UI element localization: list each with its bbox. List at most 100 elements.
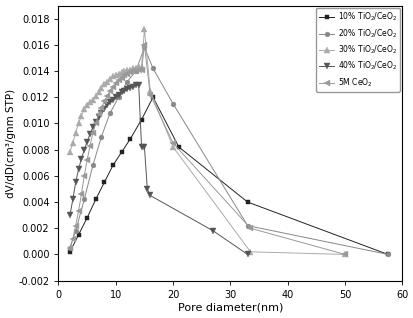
20% TiO$_2$/CeO$_2$ — [116, 95, 121, 99]
Line: 5M CeO$_2$: 5M CeO$_2$ — [67, 42, 347, 257]
Line: 40% TiO$_2$/CeO$_2$: 40% TiO$_2$/CeO$_2$ — [67, 83, 250, 257]
40% TiO$_2$/CeO$_2$ — [127, 86, 132, 90]
5M CeO$_2$ — [116, 78, 121, 82]
5M CeO$_2$ — [99, 106, 104, 110]
10% TiO$_2$/CeO$_2$ — [385, 252, 389, 256]
40% TiO$_2$/CeO$_2$ — [142, 145, 147, 149]
30% TiO$_2$/CeO$_2$ — [127, 68, 132, 72]
20% TiO$_2$/CeO$_2$ — [142, 45, 147, 49]
40% TiO$_2$/CeO$_2$ — [113, 95, 118, 99]
30% TiO$_2$/CeO$_2$ — [133, 66, 138, 70]
40% TiO$_2$/CeO$_2$ — [82, 148, 87, 152]
20% TiO$_2$/CeO$_2$ — [99, 135, 104, 138]
10% TiO$_2$/CeO$_2$ — [150, 95, 155, 99]
5M CeO$_2$ — [133, 69, 138, 73]
5M CeO$_2$ — [79, 192, 84, 196]
30% TiO$_2$/CeO$_2$ — [87, 100, 92, 104]
40% TiO$_2$/CeO$_2$ — [67, 213, 72, 217]
5M CeO$_2$ — [93, 121, 98, 125]
5M CeO$_2$ — [247, 226, 252, 230]
30% TiO$_2$/CeO$_2$ — [139, 65, 144, 69]
40% TiO$_2$/CeO$_2$ — [73, 181, 78, 184]
30% TiO$_2$/CeO$_2$ — [124, 68, 129, 72]
5M CeO$_2$ — [82, 174, 87, 178]
Line: 20% TiO$_2$/CeO$_2$: 20% TiO$_2$/CeO$_2$ — [67, 45, 389, 257]
40% TiO$_2$/CeO$_2$ — [87, 132, 92, 136]
30% TiO$_2$/CeO$_2$ — [93, 94, 98, 98]
10% TiO$_2$/CeO$_2$ — [84, 216, 89, 220]
30% TiO$_2$/CeO$_2$ — [76, 121, 81, 125]
40% TiO$_2$/CeO$_2$ — [93, 120, 98, 124]
30% TiO$_2$/CeO$_2$ — [70, 141, 75, 145]
40% TiO$_2$/CeO$_2$ — [121, 89, 126, 93]
20% TiO$_2$/CeO$_2$ — [67, 246, 72, 250]
5M CeO$_2$ — [84, 158, 89, 162]
5M CeO$_2$ — [147, 93, 152, 97]
20% TiO$_2$/CeO$_2$ — [107, 111, 112, 115]
10% TiO$_2$/CeO$_2$ — [102, 181, 107, 184]
40% TiO$_2$/CeO$_2$ — [139, 145, 144, 149]
Line: 10% TiO$_2$/CeO$_2$: 10% TiO$_2$/CeO$_2$ — [68, 95, 389, 257]
20% TiO$_2$/CeO$_2$ — [133, 69, 138, 73]
5M CeO$_2$ — [87, 144, 92, 148]
5M CeO$_2$ — [73, 224, 78, 228]
5M CeO$_2$ — [67, 246, 72, 250]
20% TiO$_2$/CeO$_2$ — [90, 163, 95, 167]
30% TiO$_2$/CeO$_2$ — [147, 89, 152, 93]
5M CeO$_2$ — [104, 94, 109, 98]
30% TiO$_2$/CeO$_2$ — [79, 114, 84, 117]
30% TiO$_2$/CeO$_2$ — [110, 74, 115, 78]
30% TiO$_2$/CeO$_2$ — [116, 72, 121, 76]
40% TiO$_2$/CeO$_2$ — [210, 229, 215, 233]
40% TiO$_2$/CeO$_2$ — [145, 187, 150, 191]
10% TiO$_2$/CeO$_2$ — [244, 200, 249, 204]
10% TiO$_2$/CeO$_2$ — [119, 150, 124, 154]
5M CeO$_2$ — [121, 73, 126, 77]
40% TiO$_2$/CeO$_2$ — [96, 115, 101, 119]
10% TiO$_2$/CeO$_2$ — [139, 118, 144, 121]
40% TiO$_2$/CeO$_2$ — [107, 100, 112, 104]
5M CeO$_2$ — [170, 141, 175, 145]
30% TiO$_2$/CeO$_2$ — [82, 107, 87, 111]
10% TiO$_2$/CeO$_2$ — [67, 250, 72, 254]
5M CeO$_2$ — [90, 131, 95, 135]
5M CeO$_2$ — [130, 69, 135, 73]
30% TiO$_2$/CeO$_2$ — [104, 80, 109, 83]
30% TiO$_2$/CeO$_2$ — [107, 77, 112, 81]
40% TiO$_2$/CeO$_2$ — [90, 126, 95, 129]
40% TiO$_2$/CeO$_2$ — [99, 111, 104, 115]
30% TiO$_2$/CeO$_2$ — [113, 73, 118, 77]
Legend: 10% TiO$_2$/CeO$_2$, 20% TiO$_2$/CeO$_2$, 30% TiO$_2$/CeO$_2$, 40% TiO$_2$/CeO$_: 10% TiO$_2$/CeO$_2$, 20% TiO$_2$/CeO$_2$… — [316, 8, 399, 92]
X-axis label: Pore diameter(nm): Pore diameter(nm) — [177, 302, 282, 313]
10% TiO$_2$/CeO$_2$ — [110, 163, 115, 167]
30% TiO$_2$/CeO$_2$ — [67, 150, 72, 154]
10% TiO$_2$/CeO$_2$ — [76, 233, 81, 237]
40% TiO$_2$/CeO$_2$ — [119, 90, 124, 94]
5M CeO$_2$ — [119, 76, 124, 80]
30% TiO$_2$/CeO$_2$ — [342, 252, 347, 256]
5M CeO$_2$ — [136, 68, 141, 72]
30% TiO$_2$/CeO$_2$ — [170, 145, 175, 149]
10% TiO$_2$/CeO$_2$ — [176, 145, 181, 149]
5M CeO$_2$ — [139, 68, 144, 72]
40% TiO$_2$/CeO$_2$ — [244, 252, 249, 256]
30% TiO$_2$/CeO$_2$ — [90, 98, 95, 102]
40% TiO$_2$/CeO$_2$ — [147, 194, 152, 197]
5M CeO$_2$ — [76, 209, 81, 213]
40% TiO$_2$/CeO$_2$ — [130, 85, 135, 89]
5M CeO$_2$ — [124, 72, 129, 76]
30% TiO$_2$/CeO$_2$ — [99, 86, 104, 90]
5M CeO$_2$ — [107, 89, 112, 93]
30% TiO$_2$/CeO$_2$ — [142, 27, 147, 31]
40% TiO$_2$/CeO$_2$ — [110, 98, 115, 102]
40% TiO$_2$/CeO$_2$ — [116, 93, 121, 97]
40% TiO$_2$/CeO$_2$ — [136, 84, 141, 87]
40% TiO$_2$/CeO$_2$ — [102, 107, 107, 111]
30% TiO$_2$/CeO$_2$ — [121, 69, 126, 73]
30% TiO$_2$/CeO$_2$ — [247, 250, 252, 254]
30% TiO$_2$/CeO$_2$ — [96, 90, 101, 94]
40% TiO$_2$/CeO$_2$ — [124, 87, 129, 91]
5M CeO$_2$ — [127, 71, 132, 74]
40% TiO$_2$/CeO$_2$ — [84, 140, 89, 144]
30% TiO$_2$/CeO$_2$ — [130, 66, 135, 70]
